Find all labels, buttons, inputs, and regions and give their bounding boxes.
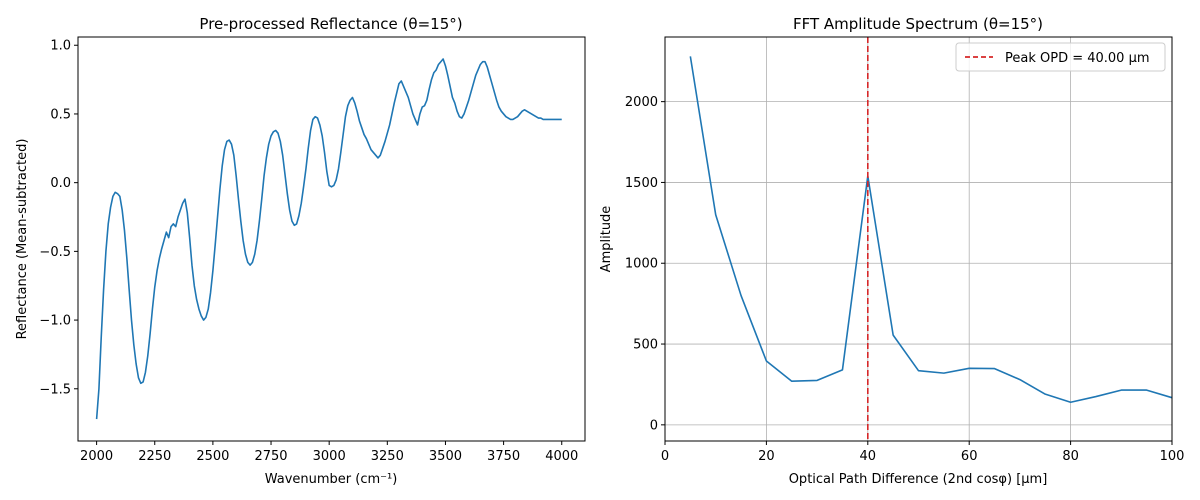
reflectance-series-group bbox=[95, 58, 562, 420]
fft-x-tick-label: 0 bbox=[661, 449, 669, 464]
reflectance-axes-frame bbox=[77, 36, 586, 442]
reflectance-series-line bbox=[95, 58, 562, 420]
reflectance-x-tick-label: 2500 bbox=[196, 449, 229, 464]
reflectance-y-ticks: −1.5 −1.0 −0.5 0.0 0.5 1.0 bbox=[39, 39, 78, 397]
legend: Peak OPD = 40.00 µm bbox=[955, 42, 1166, 72]
reflectance-x-label: Wavenumber (cm⁻¹) bbox=[265, 472, 398, 487]
reflectance-x-tick-label: 3000 bbox=[313, 449, 346, 464]
reflectance-y-tick-label: 0.5 bbox=[50, 107, 71, 122]
reflectance-x-tick-label: 3500 bbox=[429, 449, 462, 464]
reflectance-y-tick-label: −1.5 bbox=[39, 382, 71, 397]
reflectance-panel: Pre-processed Reflectance (θ=15°) 2000 22… bbox=[15, 15, 586, 487]
reflectance-x-ticks: 2000 2250 2500 2750 3000 3250 3500 3750 4000 bbox=[80, 441, 578, 464]
fft-x-ticks: 0 20 40 60 80 100 bbox=[661, 441, 1185, 464]
fft-x-tick-label: 20 bbox=[758, 449, 775, 464]
legend-box bbox=[955, 42, 1166, 72]
fft-y-label: Amplitude bbox=[599, 206, 614, 273]
reflectance-x-tick-label: 2750 bbox=[254, 449, 287, 464]
fft-y-tick-label: 1000 bbox=[625, 257, 658, 272]
fft-series-line bbox=[689, 56, 1173, 404]
fft-x-tick-label: 100 bbox=[1160, 449, 1185, 464]
fft-y-tick-label: 0 bbox=[650, 418, 658, 433]
reflectance-x-tick-label: 3750 bbox=[487, 449, 520, 464]
reflectance-y-tick-label: 0.0 bbox=[50, 176, 71, 191]
reflectance-x-tick-label: 3250 bbox=[371, 449, 404, 464]
fft-x-tick-label: 60 bbox=[961, 449, 978, 464]
reflectance-x-tick-label: 4000 bbox=[545, 449, 578, 464]
reflectance-y-tick-label: 1.0 bbox=[50, 39, 71, 54]
legend-label: Peak OPD = 40.00 µm bbox=[1005, 51, 1150, 66]
reflectance-y-tick-label: −0.5 bbox=[39, 245, 71, 260]
reflectance-x-tick-label: 2250 bbox=[138, 449, 171, 464]
fft-grid bbox=[664, 37, 1173, 441]
fft-x-tick-label: 40 bbox=[860, 449, 877, 464]
fft-y-ticks: 0 500 1000 1500 2000 bbox=[625, 95, 665, 433]
reflectance-y-tick-label: −1.0 bbox=[39, 314, 71, 329]
fft-y-tick-label: 500 bbox=[633, 338, 658, 353]
fft-series-group bbox=[689, 56, 1173, 404]
fft-x-label: Optical Path Difference (2nd cosφ) [µm] bbox=[789, 472, 1048, 487]
reflectance-title: Pre-processed Reflectance (θ=15°) bbox=[199, 15, 462, 33]
reflectance-y-label: Reflectance (Mean-subtracted) bbox=[15, 139, 30, 340]
fft-y-tick-label: 1500 bbox=[625, 176, 658, 191]
fft-x-tick-label: 80 bbox=[1062, 449, 1079, 464]
fft-panel: FFT Amplitude Spectrum (θ=15°) 0 20 40 60 80… bbox=[599, 15, 1184, 487]
reflectance-x-tick-label: 2000 bbox=[80, 449, 113, 464]
fft-y-tick-label: 2000 bbox=[625, 95, 658, 110]
fft-title: FFT Amplitude Spectrum (θ=15°) bbox=[793, 15, 1043, 33]
fft-axes-frame bbox=[664, 36, 1173, 442]
